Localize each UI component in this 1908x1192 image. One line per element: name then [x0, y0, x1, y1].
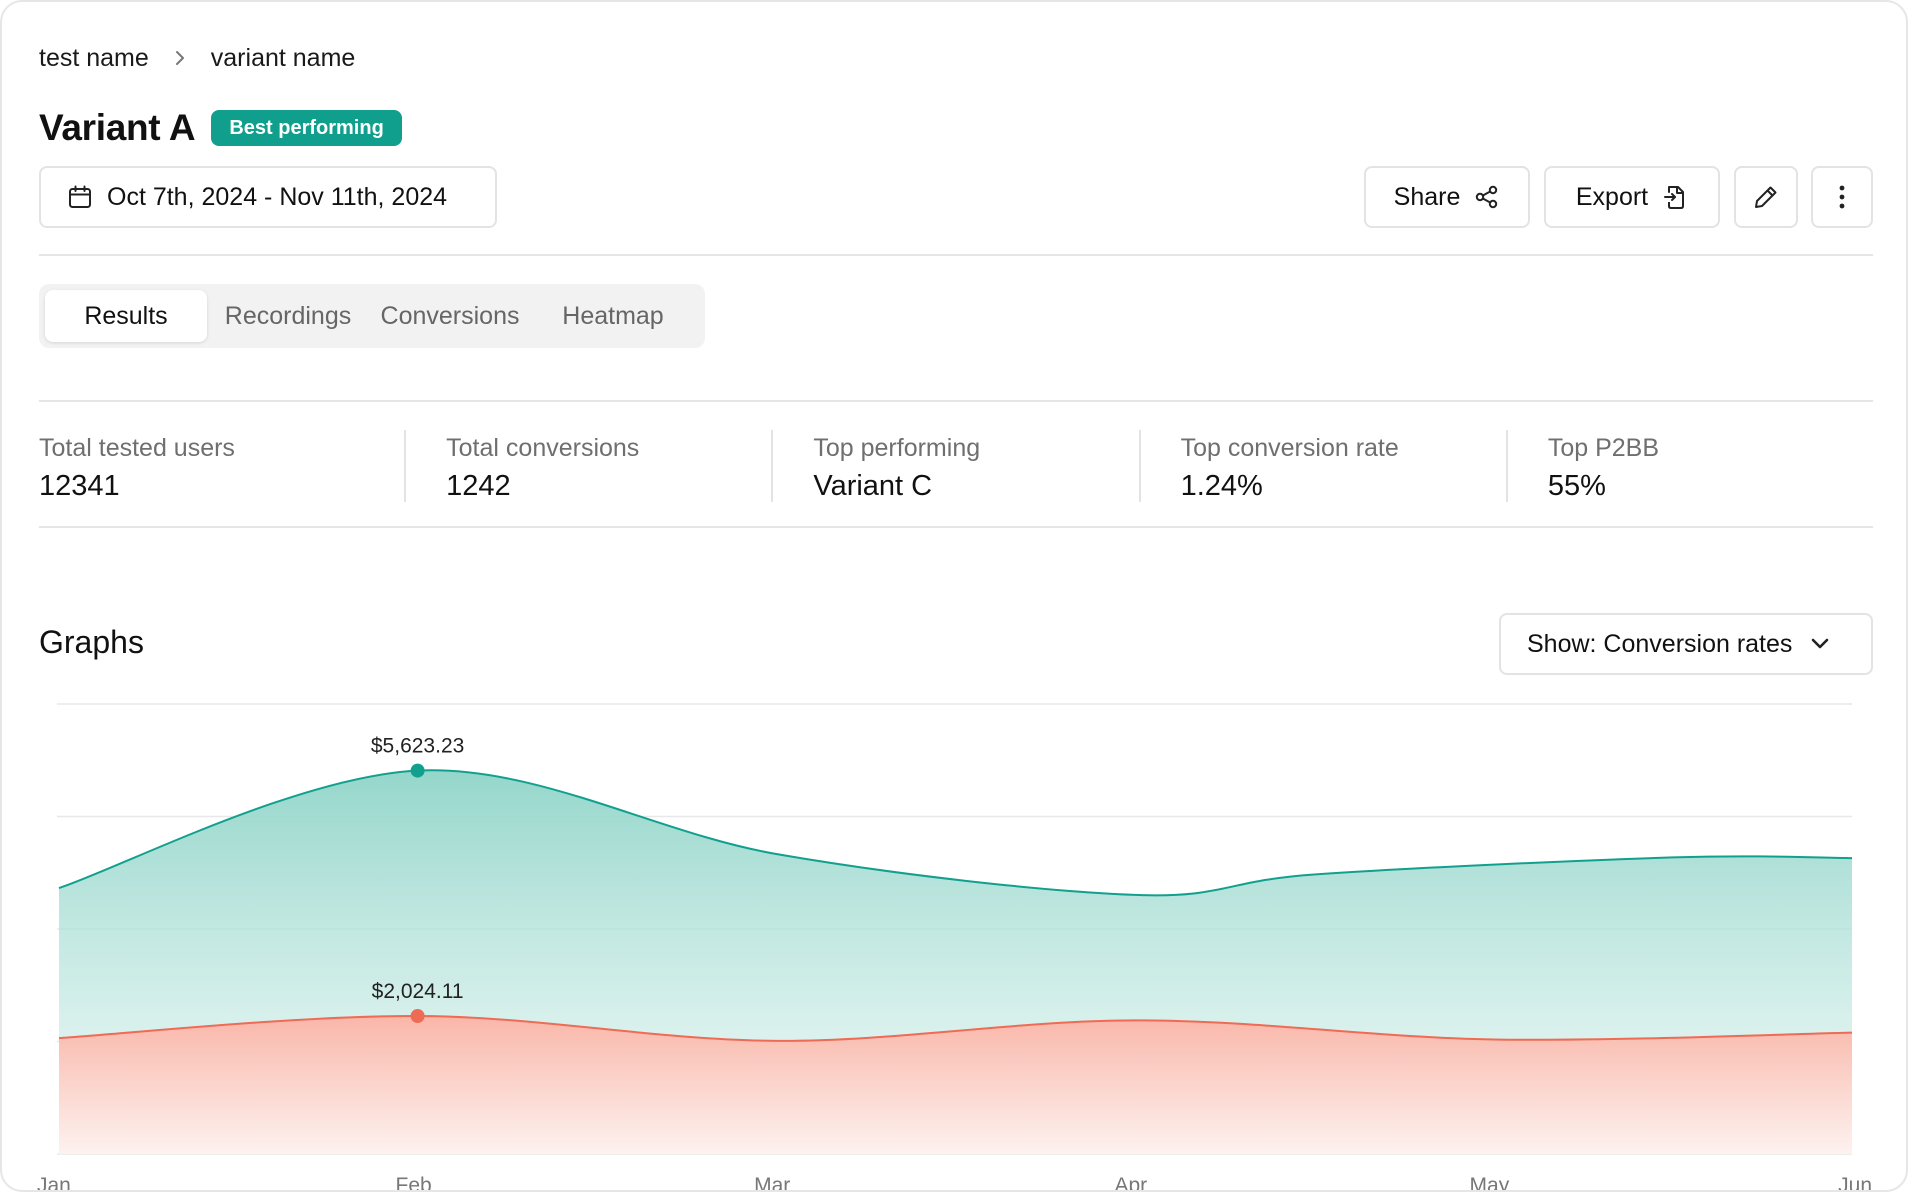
- conversion-chart: $5,623.23 $2,024.11 Jan Feb Mar Apr May Jun: [37, 703, 1872, 1192]
- stat-top-performing: Top performing Variant C: [771, 430, 1138, 502]
- pencil-icon: [1752, 183, 1780, 211]
- divider: [39, 526, 1873, 528]
- stat-total-conversions: Total conversions 1242: [404, 430, 771, 502]
- x-tick-label: Mar: [754, 1174, 790, 1192]
- chart-x-axis: Jan Feb Mar Apr May Jun: [37, 1174, 1872, 1192]
- date-range-label: Oct 7th, 2024 - Nov 11th, 2024: [107, 182, 448, 211]
- x-tick-label: Feb: [396, 1174, 432, 1192]
- breadcrumb-variant-name: variant name: [210, 43, 356, 72]
- date-range-button[interactable]: Oct 7th, 2024 - Nov 11th, 2024: [39, 166, 497, 228]
- graphs-title: Graphs: [39, 624, 144, 660]
- divider: [39, 254, 1873, 256]
- export-button[interactable]: Export: [1544, 166, 1720, 228]
- x-tick-label: Jan: [37, 1174, 71, 1192]
- divider: [39, 400, 1873, 402]
- stat-label: Total tested users: [39, 434, 235, 462]
- stat-value: Variant C: [813, 470, 933, 502]
- stat-label: Total conversions: [446, 434, 640, 462]
- chevron-down-icon: [1810, 637, 1830, 651]
- tab-bar: Results Recordings Conversions Heatmap: [39, 284, 705, 348]
- stat-value: 1242: [446, 470, 511, 502]
- stat-label: Top performing: [813, 434, 981, 462]
- red-series-line: [58, 1014, 1853, 1042]
- breadcrumb-test-name[interactable]: test name: [39, 43, 149, 72]
- page-header: Variant A Best performing: [39, 106, 402, 150]
- file-export-icon: [1662, 183, 1688, 211]
- page-title: Variant A: [39, 107, 196, 148]
- edit-button[interactable]: [1734, 166, 1798, 228]
- chart-markers: $5,623.23 $2,024.11: [371, 735, 464, 1023]
- show-metric-label: Show: Conversion rates: [1527, 629, 1793, 658]
- stat-label: Top conversion rate: [1180, 434, 1399, 462]
- tab-recordings[interactable]: Recordings: [224, 301, 352, 330]
- more-vertical-icon: [1838, 184, 1846, 210]
- tab-results[interactable]: Results: [45, 290, 207, 342]
- teal-series-point: [410, 763, 425, 778]
- teal-series-data-label: $5,623.23: [371, 735, 464, 758]
- red-series-point: [410, 1008, 425, 1023]
- x-tick-label: Jun: [1838, 1174, 1872, 1192]
- more-options-button[interactable]: [1811, 166, 1873, 228]
- stat-value: 55%: [1547, 470, 1606, 502]
- best-performing-badge: Best performing: [211, 110, 402, 146]
- calendar-icon: [67, 184, 93, 210]
- x-tick-label: Apr: [1114, 1174, 1147, 1192]
- share-icon: [1474, 184, 1500, 210]
- export-button-label: Export: [1575, 182, 1649, 211]
- chevron-right-icon: [173, 49, 187, 67]
- share-button-label: Share: [1393, 182, 1461, 211]
- chart-areas: [58, 769, 1853, 1154]
- stat-value: 1.24%: [1180, 470, 1263, 502]
- red-series-area: [59, 1015, 1852, 1154]
- tab-heatmap[interactable]: Heatmap: [562, 301, 664, 330]
- stat-label: Top P2BB: [1547, 434, 1659, 462]
- stats-row: Total tested users 12341 Total conversio…: [39, 430, 1873, 502]
- red-series-data-label: $2,024.11: [372, 980, 464, 1003]
- show-metric-dropdown[interactable]: Show: Conversion rates: [1499, 613, 1873, 675]
- stat-top-conversion-rate: Top conversion rate 1.24%: [1138, 430, 1506, 502]
- share-button[interactable]: Share: [1364, 166, 1530, 228]
- breadcrumb: test name variant name: [39, 40, 355, 76]
- x-tick-label: May: [1470, 1174, 1510, 1192]
- stat-top-p2bb: Top P2BB 55%: [1505, 430, 1873, 502]
- tab-conversions[interactable]: Conversions: [380, 301, 520, 330]
- stat-value: 12341: [39, 470, 120, 502]
- teal-series-line: [58, 769, 1853, 897]
- stat-total-tested-users: Total tested users 12341: [39, 430, 404, 502]
